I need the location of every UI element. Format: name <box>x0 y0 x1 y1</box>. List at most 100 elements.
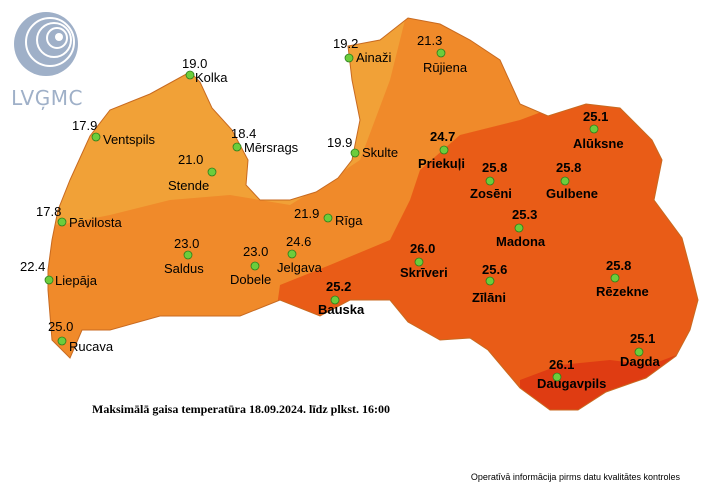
map-caption: Maksimālā gaisa temperatūra 18.09.2024. … <box>92 402 390 416</box>
station-marker-icon <box>44 275 54 285</box>
station-name: Madona <box>496 234 546 249</box>
station-temperature: 23.0 <box>174 236 199 251</box>
station-name: Ainaži <box>356 50 392 65</box>
station-rucava: 25.0 Rucava <box>48 319 114 354</box>
station-marker-icon <box>287 249 297 259</box>
station-jelgava: 24.6 Jelgava <box>277 234 323 275</box>
station-temperature: 25.6 <box>482 262 507 277</box>
station-temperature: 25.8 <box>482 160 507 175</box>
station-skulte: 19.9 Skulte <box>327 135 398 160</box>
station-name: Skulte <box>362 145 398 160</box>
station-marker-icon <box>185 70 195 80</box>
station-daugavpils: 26.1 Daugavpils <box>537 357 606 391</box>
station-name: Saldus <box>164 261 204 276</box>
station-marker-icon <box>514 223 524 233</box>
station-priekuli: 24.7 Priekuļi <box>418 129 465 171</box>
station-temperature: 25.8 <box>556 160 581 175</box>
logo-emblem <box>14 12 78 76</box>
station-zilani: 25.6 Zīlāni <box>472 262 507 305</box>
station-name: Bauska <box>318 302 365 317</box>
station-name: Stende <box>168 178 209 193</box>
station-temperature: 17.8 <box>36 204 61 219</box>
station-dagda: 25.1 Dagda <box>620 331 661 369</box>
station-zoseni: 25.8 Zosēni <box>470 160 512 201</box>
station-marker-icon <box>207 167 217 177</box>
station-temperature: 21.9 <box>294 206 319 221</box>
station-marker-icon <box>436 48 446 58</box>
station-marker-icon <box>91 132 101 142</box>
station-name: Dobele <box>230 272 271 287</box>
station-temperature: 25.1 <box>583 109 608 124</box>
station-name: Alūksne <box>573 136 624 151</box>
station-marker-icon <box>350 148 360 158</box>
station-name: Pāvilosta <box>69 215 123 230</box>
station-temperature: 19.2 <box>333 36 358 51</box>
station-marker-icon <box>323 213 333 223</box>
station-temperature: 25.1 <box>630 331 655 346</box>
station-name: Rīga <box>335 213 363 228</box>
station-temperature: 19.0 <box>182 56 207 71</box>
station-name: Ventspils <box>103 132 156 147</box>
station-bauska: 25.2 Bauska <box>318 279 365 317</box>
station-saldus: 23.0 Saldus <box>164 236 204 276</box>
station-temperature: 21.3 <box>417 33 442 48</box>
station-stende: 21.0 Stende <box>168 152 217 193</box>
station-gulbene: 25.8 Gulbene <box>546 160 598 201</box>
station-marker-icon <box>57 217 67 227</box>
station-ventspils: 17.9 Ventspils <box>72 118 156 147</box>
station-marker-icon <box>634 347 644 357</box>
station-temperature: 19.9 <box>327 135 352 150</box>
station-rujiena: 21.3 Rūjiena <box>417 33 468 75</box>
station-marker-icon <box>250 261 260 271</box>
station-temperature: 21.0 <box>178 152 203 167</box>
station-temperature: 25.3 <box>512 207 537 222</box>
footnote: Operatīvā informācija pirms datu kvalitā… <box>470 472 680 482</box>
station-temperature: 17.9 <box>72 118 97 133</box>
station-name: Daugavpils <box>537 376 606 391</box>
station-marker-icon <box>552 372 562 382</box>
station-dobele: 23.0 Dobele <box>230 244 271 287</box>
station-name: Rucava <box>69 339 114 354</box>
station-aluksne: 25.1 Alūksne <box>573 109 624 151</box>
station-name: Zosēni <box>470 186 512 201</box>
station-temperature: 23.0 <box>243 244 268 259</box>
station-name: Gulbene <box>546 186 598 201</box>
station-marker-icon <box>344 53 354 63</box>
station-liepaja: 22.4 Liepāja <box>20 259 98 288</box>
station-name: Liepāja <box>55 273 98 288</box>
station-marker-icon <box>57 336 67 346</box>
station-marker-icon <box>589 124 599 134</box>
station-name: Mērsrags <box>244 140 299 155</box>
station-marker-icon <box>485 176 495 186</box>
station-temperature: 25.8 <box>606 258 631 273</box>
station-riga: 21.9 Rīga <box>294 206 363 228</box>
station-temperature: 18.4 <box>231 126 256 141</box>
station-rezekne: 25.8 Rēzekne <box>596 258 649 299</box>
latvia-border <box>47 17 699 411</box>
station-name: Zīlāni <box>472 290 506 305</box>
station-name: Jelgava <box>277 260 323 275</box>
station-name: Skrīveri <box>400 265 448 280</box>
station-name: Rēzekne <box>596 284 649 299</box>
station-marker-icon <box>560 176 570 186</box>
lvgmc-logo: LVĢMC <box>6 6 88 110</box>
station-skriveri: 26.0 Skrīveri <box>400 241 448 280</box>
station-marker-icon <box>414 257 424 267</box>
station-temperature: 24.7 <box>430 129 455 144</box>
station-temperature: 22.4 <box>20 259 45 274</box>
station-temperature: 26.0 <box>410 241 435 256</box>
station-name: Dagda <box>620 354 661 369</box>
station-marker-icon <box>439 145 449 155</box>
station-temperature: 26.1 <box>549 357 574 372</box>
station-madona: 25.3 Madona <box>496 207 546 249</box>
station-marker-icon <box>232 142 242 152</box>
station-temperature: 25.0 <box>48 319 73 334</box>
station-temperature: 24.6 <box>286 234 311 249</box>
station-marker-icon <box>183 250 193 260</box>
